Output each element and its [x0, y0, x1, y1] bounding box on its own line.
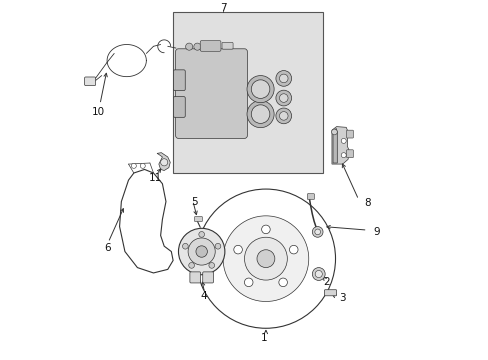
Circle shape [275, 90, 291, 106]
Circle shape [279, 94, 287, 102]
Circle shape [244, 237, 287, 280]
Circle shape [223, 216, 308, 302]
Circle shape [244, 278, 252, 287]
Circle shape [182, 243, 188, 249]
Text: 7: 7 [219, 3, 226, 13]
Circle shape [341, 153, 346, 158]
Text: 4: 4 [200, 291, 206, 301]
Circle shape [261, 225, 270, 234]
FancyBboxPatch shape [203, 272, 213, 283]
Circle shape [160, 159, 167, 166]
Circle shape [312, 226, 323, 237]
FancyBboxPatch shape [175, 49, 247, 138]
Text: 2: 2 [323, 277, 329, 287]
Circle shape [193, 43, 201, 50]
Circle shape [251, 105, 269, 123]
Circle shape [341, 138, 346, 143]
FancyBboxPatch shape [346, 130, 353, 138]
Text: 1: 1 [260, 333, 267, 343]
Text: 5: 5 [191, 197, 198, 207]
FancyBboxPatch shape [194, 217, 202, 221]
Circle shape [315, 270, 322, 278]
Circle shape [215, 243, 221, 249]
Circle shape [188, 238, 215, 265]
Circle shape [233, 246, 242, 254]
FancyBboxPatch shape [173, 70, 185, 91]
Circle shape [131, 163, 136, 168]
Circle shape [178, 228, 224, 275]
Polygon shape [157, 153, 170, 171]
Circle shape [196, 246, 207, 257]
Circle shape [208, 262, 214, 268]
Polygon shape [331, 127, 349, 164]
Circle shape [275, 71, 291, 86]
Circle shape [257, 250, 274, 267]
Text: 11: 11 [148, 174, 162, 183]
FancyBboxPatch shape [306, 194, 314, 199]
Bar [173, 12, 323, 173]
Text: 8: 8 [364, 198, 370, 208]
FancyBboxPatch shape [200, 41, 221, 51]
Circle shape [246, 76, 274, 103]
Circle shape [279, 112, 287, 120]
Circle shape [289, 246, 297, 254]
Circle shape [188, 262, 194, 268]
Circle shape [185, 43, 192, 50]
FancyBboxPatch shape [84, 77, 96, 86]
Circle shape [199, 231, 204, 237]
Text: 9: 9 [372, 227, 379, 237]
Circle shape [331, 129, 337, 135]
Circle shape [251, 80, 269, 98]
FancyBboxPatch shape [346, 150, 353, 158]
Circle shape [314, 229, 320, 235]
Circle shape [278, 278, 287, 287]
Circle shape [275, 108, 291, 124]
Text: 10: 10 [91, 107, 104, 117]
FancyBboxPatch shape [222, 42, 233, 49]
Text: 6: 6 [103, 243, 110, 253]
Circle shape [140, 163, 145, 168]
Text: 3: 3 [339, 293, 346, 303]
Circle shape [312, 267, 325, 280]
Circle shape [279, 74, 287, 83]
FancyBboxPatch shape [173, 96, 185, 117]
FancyBboxPatch shape [189, 272, 200, 283]
Polygon shape [332, 129, 337, 163]
FancyBboxPatch shape [324, 290, 336, 296]
Circle shape [246, 100, 274, 128]
Circle shape [196, 189, 335, 328]
